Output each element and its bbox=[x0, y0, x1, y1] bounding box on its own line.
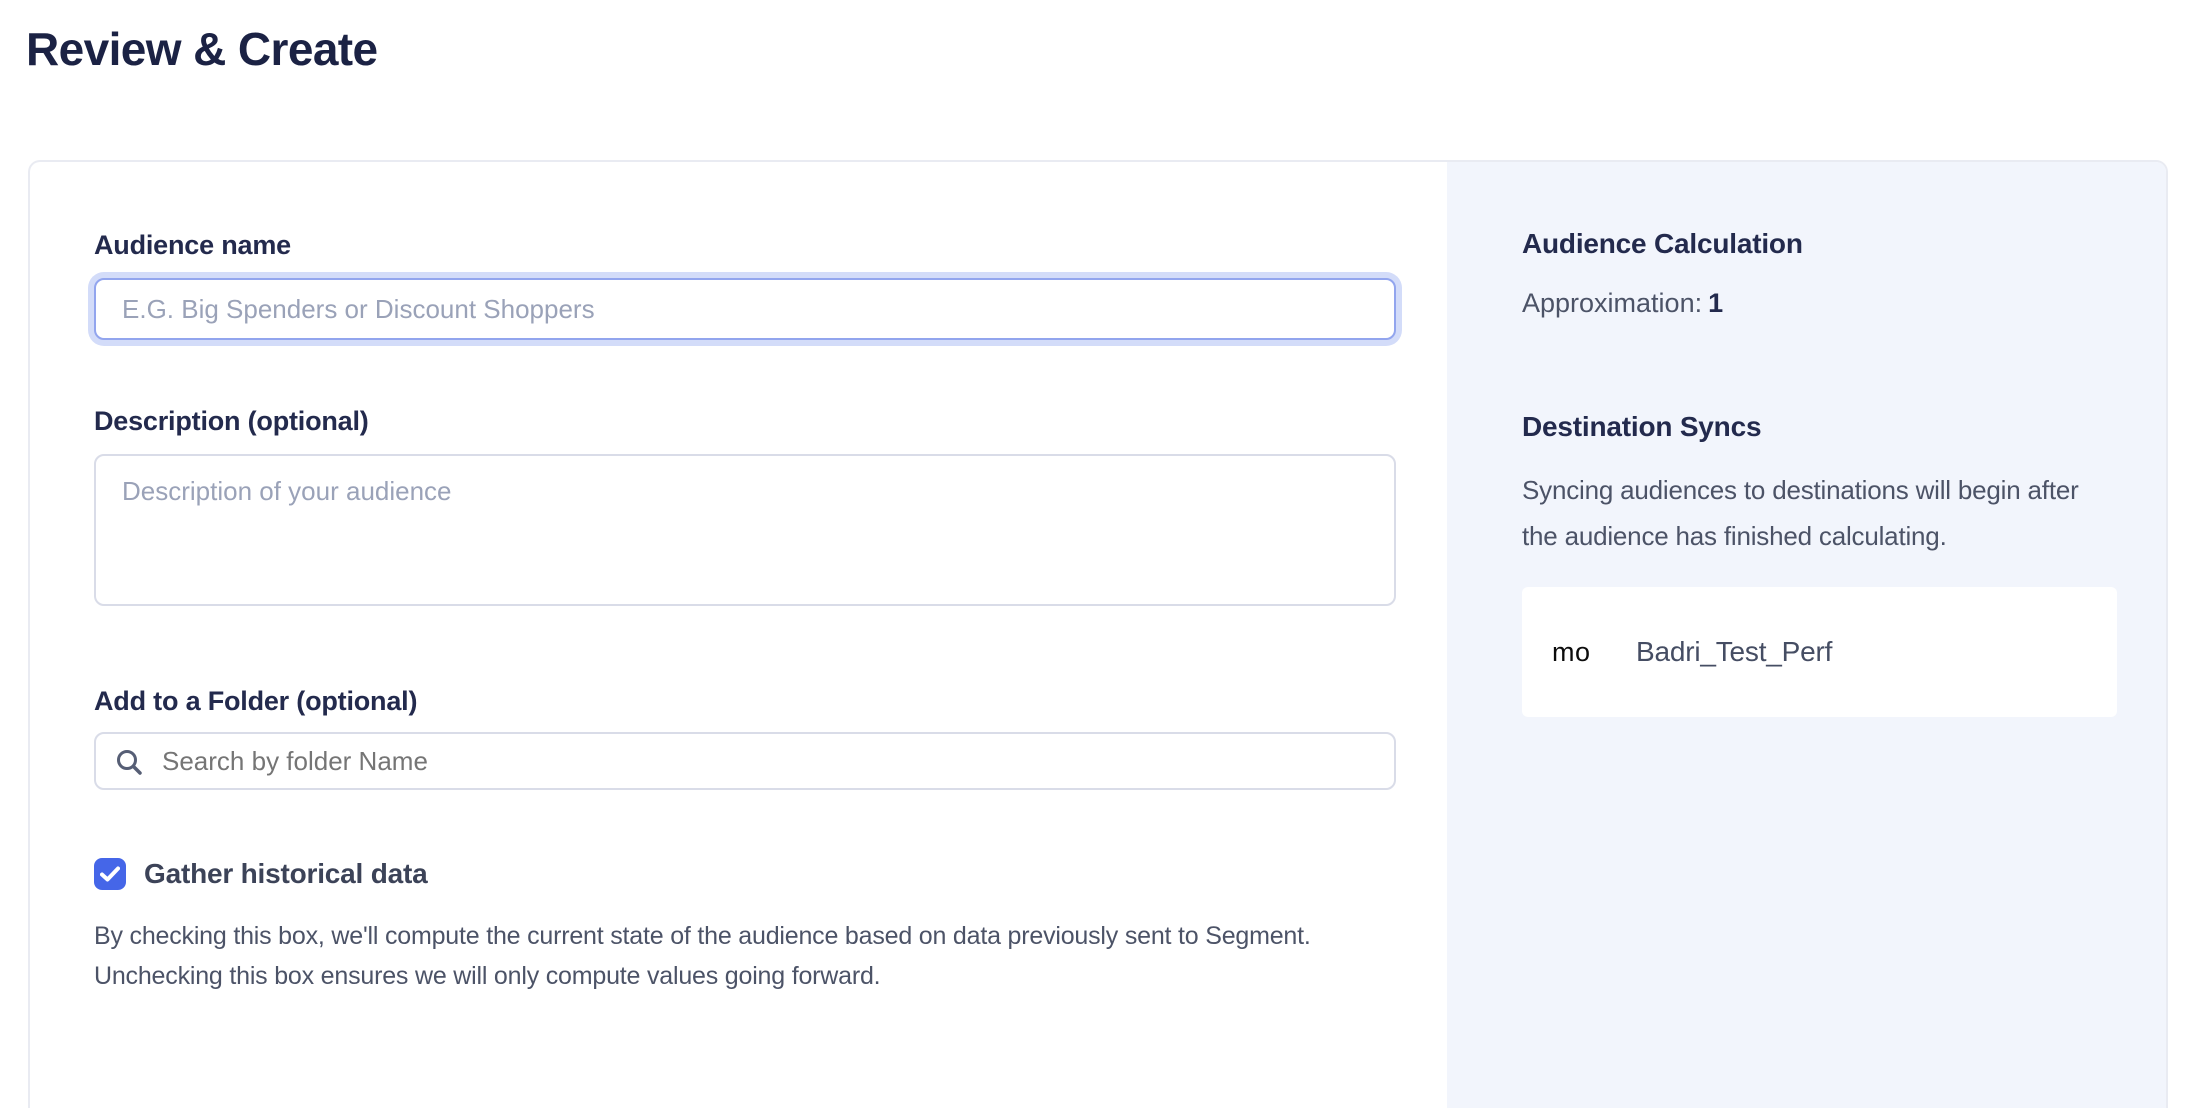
approximation-value: 1 bbox=[1708, 288, 1724, 318]
description-textarea[interactable] bbox=[94, 454, 1396, 606]
destination-syncs-heading: Destination Syncs bbox=[1522, 411, 1762, 442]
gather-historical-row: Gather historical data bbox=[94, 858, 1383, 890]
destination-sync-item: mo Badri_Test_Perf bbox=[1522, 587, 2117, 717]
gather-historical-checkbox[interactable] bbox=[94, 858, 126, 890]
audience-calculation-heading: Audience Calculation bbox=[1522, 228, 1803, 259]
folder-label: Add to a Folder (optional) bbox=[94, 686, 418, 716]
moengage-logo-icon: mo bbox=[1552, 636, 1591, 667]
description-label: Description (optional) bbox=[94, 406, 369, 436]
destination-syncs-description: Syncing audiences to destinations will b… bbox=[1522, 475, 2079, 551]
approximation-row: Approximation: 1 bbox=[1522, 288, 2117, 319]
page-title: Review & Create bbox=[26, 23, 378, 75]
review-create-panel: Audience name Description (optional) Add… bbox=[28, 160, 2168, 1108]
destination-name: Badri_Test_Perf bbox=[1636, 636, 1833, 667]
checkmark-icon bbox=[100, 866, 120, 882]
folder-search bbox=[94, 732, 1396, 790]
audience-name-input[interactable] bbox=[94, 278, 1396, 340]
audience-name-label: Audience name bbox=[94, 230, 291, 260]
gather-historical-label: Gather historical data bbox=[144, 858, 428, 889]
audience-form: Audience name Description (optional) Add… bbox=[30, 162, 1447, 1108]
gather-historical-help-text: By checking this box, we'll compute the … bbox=[94, 922, 1311, 990]
approximation-label: Approximation: bbox=[1522, 288, 1703, 318]
folder-search-input[interactable] bbox=[94, 732, 1396, 790]
summary-panel: Audience Calculation Approximation: 1 Des… bbox=[1447, 162, 2166, 1108]
